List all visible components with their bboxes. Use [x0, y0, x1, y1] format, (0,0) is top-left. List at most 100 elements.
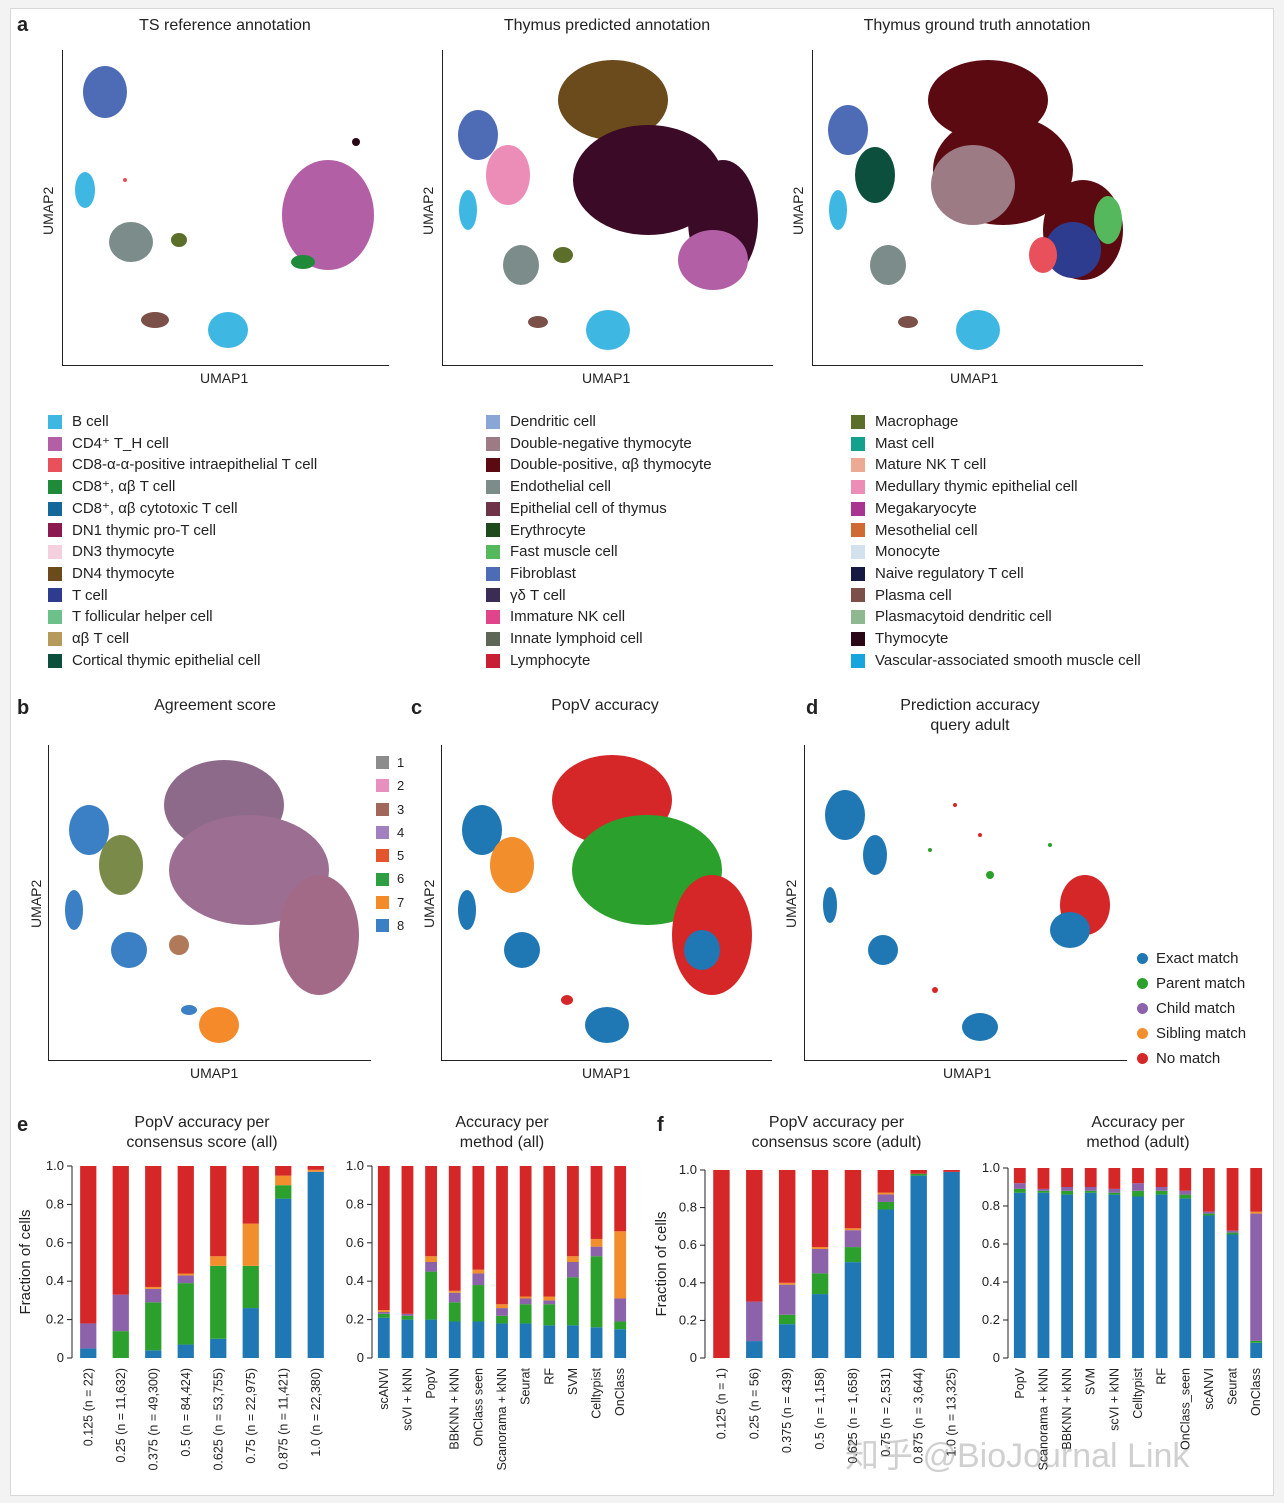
legend-item: Sibling match: [1137, 1021, 1246, 1046]
legend-item: Fast muscle cell: [486, 541, 712, 563]
legend-item: CD8⁺, αβ cytotoxic T cell: [48, 498, 317, 520]
y-tick-label: 0.6: [46, 1235, 64, 1250]
bar-segment-sibling-match: [778, 1282, 796, 1285]
y-tick-label: 1.0: [46, 1158, 64, 1173]
cell-type-label: Innate lymphoid cell: [510, 630, 643, 648]
y-tick-label: 0.6: [346, 1235, 364, 1250]
chart-title-line2: method (all): [460, 1134, 544, 1151]
bar-segment-sibling-match: [614, 1231, 627, 1299]
cell-type-swatch: [486, 479, 500, 494]
y-axis-label: Fraction of cells: [653, 1211, 670, 1316]
category-label: BBKNN + kNN: [448, 1368, 462, 1450]
umap-plot-agreement-score: [48, 745, 371, 1061]
cell-type-label: T cell: [72, 586, 108, 604]
category-label: Celltypist: [590, 1367, 604, 1418]
bar-segment-exact-match: [877, 1209, 895, 1358]
bar-segment-no-match: [496, 1166, 508, 1305]
cell-type-swatch: [486, 458, 500, 473]
agreement-score-swatch: [376, 826, 389, 840]
bar-segment-child-match: [778, 1284, 796, 1315]
bar-segment-exact-match: [496, 1323, 508, 1358]
cell-type-label: Vascular-associated smooth muscle cell: [875, 651, 1141, 669]
cell-type-swatch: [48, 566, 62, 581]
y-tick-label: 0.2: [346, 1312, 364, 1327]
legend-item: Naive regulatory T cell: [851, 563, 1141, 585]
umap-plot-prediction-accuracy: [804, 745, 1127, 1061]
cell-type-label: γδ T cell: [510, 586, 566, 604]
bar-segment-parent-match: [1013, 1188, 1026, 1193]
bar-segment-no-match: [1226, 1168, 1239, 1231]
cell-type-label: CD8-α-α-positive intraepithelial T cell: [72, 456, 318, 474]
category-label: scANVI: [1202, 1368, 1216, 1410]
category-label: 0.5 (n = 1,158): [813, 1368, 827, 1450]
bar-segment-sibling-match: [242, 1223, 259, 1266]
legend-item: CD8-α-α-positive intraepithelial T cell: [48, 454, 317, 476]
bar-segment-child-match: [425, 1262, 437, 1272]
cell-type-label: CD4⁺ T_H cell: [72, 434, 169, 452]
cell-type-swatch: [48, 545, 62, 560]
match-type-swatch: [1137, 1003, 1148, 1014]
bar-segment-exact-match: [210, 1338, 227, 1358]
category-label: 0.5 (n = 84,424): [179, 1368, 193, 1457]
bar-segment-child-match: [112, 1294, 129, 1332]
legend-item: Double-positive, αβ thymocyte: [486, 454, 712, 476]
chart-title-line2: consensus score (adult): [752, 1134, 922, 1151]
bar-segment-exact-match: [1203, 1215, 1215, 1358]
cell-type-label: Mesothelial cell: [875, 521, 978, 539]
bar-segment-exact-match: [1037, 1192, 1050, 1358]
cell-type-label: Double-positive, αβ thymocyte: [510, 456, 712, 474]
bar-segment-exact-match: [275, 1198, 292, 1358]
legend-item: CD8⁺, αβ T cell: [48, 476, 317, 498]
cell-type-legend-col3: Macrophage Mast cell Mature NK T cell Medul…: [851, 411, 1141, 671]
legend-item: Macrophage: [851, 411, 1141, 433]
cell-type-swatch: [486, 588, 500, 603]
legend-item: T follicular helper cell: [48, 606, 317, 628]
bar-segment-sibling-match: [425, 1256, 437, 1262]
legend-item: 5: [376, 844, 404, 867]
bar-segment-no-match: [210, 1166, 227, 1257]
bar-segment-child-match: [1132, 1183, 1144, 1191]
bar-segment-no-match: [242, 1166, 259, 1224]
bar-segment-parent-match: [112, 1331, 129, 1358]
category-label: PopV: [424, 1367, 438, 1398]
bar-segment-exact-match: [1132, 1196, 1144, 1358]
bar-segment-no-match: [910, 1170, 927, 1174]
category-label: scVI + kNN: [400, 1368, 414, 1431]
umap-title-ts-reference: TS reference annotation: [139, 17, 311, 34]
bar-segment-exact-match: [472, 1321, 485, 1358]
agreement-score-label: 7: [397, 894, 405, 910]
cell-type-swatch: [851, 436, 865, 451]
agreement-score-swatch: [376, 872, 389, 886]
cell-type-swatch: [851, 631, 865, 646]
bar-segment-no-match: [1250, 1168, 1263, 1212]
match-type-label: Child match: [1156, 1000, 1236, 1017]
category-label: SVM: [566, 1368, 580, 1395]
cell-type-label: Fibroblast: [510, 564, 576, 582]
cell-type-label: Epithelial cell of thymus: [510, 499, 667, 517]
bar-segment-sibling-match: [377, 1310, 390, 1312]
legend-item: Endothelial cell: [486, 476, 712, 498]
bar-segment-sibling-match: [177, 1273, 194, 1276]
bar-segment-sibling-match: [811, 1247, 829, 1249]
bar-segment-exact-match: [519, 1323, 532, 1358]
bar-segment-parent-match: [1250, 1340, 1263, 1343]
agreement-score-swatch: [376, 779, 389, 793]
legend-item: 3: [376, 798, 404, 821]
category-label: SVM: [1084, 1368, 1098, 1395]
bar-segment-parent-match: [177, 1283, 194, 1345]
category-label: BBKNN + kNN: [1060, 1368, 1074, 1450]
cell-type-swatch: [851, 523, 865, 538]
cell-type-swatch: [851, 545, 865, 560]
bar-segment-parent-match: [145, 1302, 162, 1351]
y-tick-label: 0.2: [679, 1312, 697, 1327]
bar-segment-sibling-match: [844, 1228, 862, 1231]
bar-segment-no-match: [877, 1170, 895, 1193]
chart-title-line1: Accuracy per: [1091, 1114, 1185, 1131]
bar-segment-no-match: [275, 1166, 292, 1176]
bar-segment-exact-match: [543, 1325, 556, 1358]
bar-segment-exact-match: [80, 1348, 97, 1358]
bar-segment-sibling-match: [145, 1286, 162, 1289]
panel-letter-e: e: [17, 1114, 29, 1136]
bar-segment-parent-match: [210, 1265, 227, 1339]
bar-segment-no-match: [1108, 1168, 1121, 1189]
